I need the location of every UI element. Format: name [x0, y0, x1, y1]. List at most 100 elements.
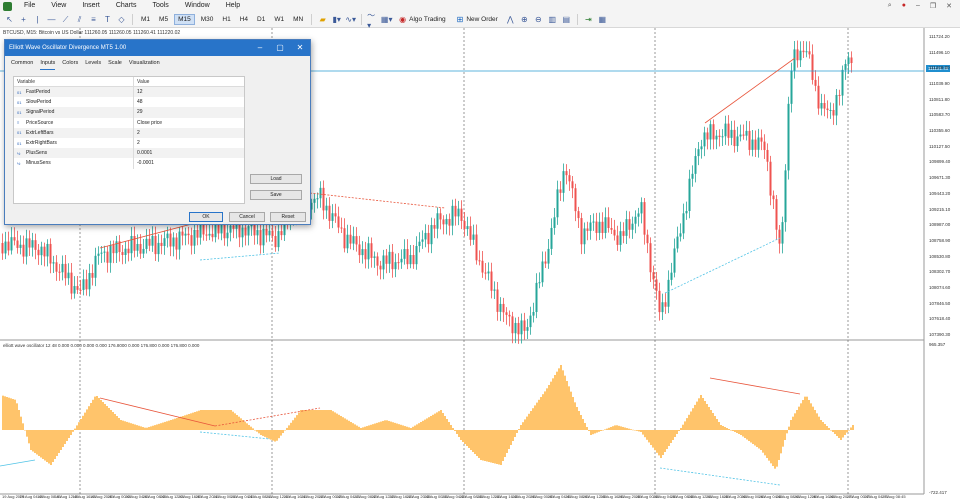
oscillator-bar — [758, 430, 760, 449]
timeframe-w1[interactable]: W1 — [274, 16, 285, 23]
cancel-button[interactable]: Cancel — [229, 212, 265, 222]
text-tool-icon[interactable]: T — [105, 15, 110, 24]
oscillator-bar — [88, 406, 90, 430]
chart-shift-icon[interactable]: ⋀ — [507, 15, 514, 24]
dialog-close-icon[interactable]: ✕ — [296, 43, 304, 52]
candle-body — [787, 103, 790, 171]
input-row[interactable]: 01 SignalPeriod 29 — [14, 107, 244, 118]
ok-button[interactable]: OK — [189, 212, 223, 222]
oscillator-bar — [186, 414, 188, 430]
oscillator-bar — [710, 410, 712, 430]
timeframe-m1[interactable]: M1 — [141, 16, 151, 23]
timeframe-m30[interactable]: M30 — [200, 16, 214, 23]
menu-window[interactable]: Window — [184, 2, 210, 9]
autoscroll-icon[interactable]: ▤ — [562, 15, 571, 24]
timeframe-h1[interactable]: H1 — [222, 16, 231, 23]
oscillator-bar — [804, 396, 806, 430]
candle-body — [319, 187, 322, 199]
input-value-cell[interactable]: 29 — [137, 109, 143, 116]
fibonacci-icon[interactable]: ≡ — [91, 15, 96, 24]
template-icon[interactable]: ▦▾ — [380, 15, 393, 24]
tab-inputs[interactable]: Inputs — [40, 60, 56, 70]
zoom-in-icon[interactable]: ⊕ — [520, 15, 528, 24]
input-row[interactable]: 01 ExtrRightBars 2 — [14, 137, 244, 149]
timeframe-h4[interactable]: H4 — [239, 16, 248, 23]
load-button[interactable]: Load — [250, 174, 302, 184]
line-style-icon[interactable]: 〜▾ — [367, 10, 376, 30]
input-value-cell[interactable]: -0.0001 — [137, 160, 154, 167]
search-icon[interactable]: ⌕ — [887, 2, 892, 9]
zoom-out-icon[interactable]: ⊖ — [534, 15, 542, 24]
candle-body — [391, 251, 394, 270]
oscillator-bar — [102, 402, 104, 430]
candle-body — [631, 223, 634, 230]
input-value-cell[interactable]: 2 — [137, 140, 140, 147]
time-axis-label: 24 Aug 20:45 — [618, 494, 642, 499]
input-row[interactable]: 01 SlowPeriod 48 — [14, 97, 244, 108]
shapes-icon[interactable]: ◇ — [118, 15, 125, 24]
oscillator-bar — [16, 403, 18, 430]
crosshair-icon[interactable]: + — [21, 15, 26, 24]
menu-help[interactable]: Help — [225, 2, 241, 9]
input-row[interactable]: ≡ PriceSource Close price — [14, 117, 244, 128]
chart-type-icon[interactable]: ▮▾ — [332, 15, 341, 24]
input-row[interactable]: 01 ExtrLeftBars 2 — [14, 127, 244, 138]
reset-button[interactable]: Reset — [270, 212, 306, 222]
candle-body — [538, 282, 541, 284]
indicator-axis-top: 965.357 — [929, 342, 946, 347]
candle-body — [808, 51, 811, 55]
folder-icon[interactable]: ▰ — [319, 15, 326, 24]
oscillator-bar — [780, 430, 782, 454]
candle-body — [796, 49, 799, 61]
oscillator-bar — [504, 430, 506, 457]
input-value-cell[interactable]: Close price — [137, 119, 163, 126]
dialog-titlebar[interactable]: Elliott Wave Oscillator Divergence MT5 1… — [5, 40, 310, 56]
channel-icon[interactable]: ⫽ — [77, 14, 82, 24]
menu-view[interactable]: View — [51, 2, 67, 9]
dialog-maximize-icon[interactable]: ▢ — [276, 43, 284, 52]
time-axis-label: 22 Aug 00:45 — [318, 494, 343, 499]
minimize-icon[interactable]: – — [915, 2, 920, 9]
timeframe-mn[interactable]: MN — [293, 16, 304, 23]
cursor-icon[interactable]: ↖ — [6, 15, 13, 24]
oscillator-bar — [160, 423, 162, 430]
input-value-cell[interactable]: 48 — [137, 99, 143, 106]
oscillator-bar — [612, 426, 614, 430]
save-button[interactable]: Save — [250, 190, 302, 200]
input-row[interactable]: ½ PlusSens 0.0001 — [14, 148, 244, 159]
menu-charts[interactable]: Charts — [115, 2, 137, 9]
algo-trading-button[interactable]: ◉ Algo Trading — [395, 14, 449, 25]
input-value-cell[interactable]: 12 — [137, 89, 143, 96]
vertical-line-icon[interactable]: | — [36, 15, 39, 24]
tab-common[interactable]: Common — [11, 60, 34, 66]
restore-icon[interactable]: ❐ — [929, 3, 937, 10]
menu-insert[interactable]: Insert — [82, 2, 100, 9]
horizontal-line-icon[interactable]: — — [47, 15, 56, 24]
input-row[interactable]: 01 FastPeriod 12 — [14, 87, 244, 98]
timeframe-m15[interactable]: M15 — [174, 14, 195, 25]
grid-icon[interactable]: ▦ — [598, 15, 607, 24]
new-order-button[interactable]: ⊞ New Order — [453, 14, 502, 25]
period-separator-icon[interactable]: ⇥ — [584, 15, 592, 24]
menu-tools[interactable]: Tools — [152, 2, 169, 9]
indicators-icon[interactable]: ∿▾ — [345, 15, 357, 24]
timeframe-m5[interactable]: M5 — [159, 16, 169, 23]
dialog-minimize-icon[interactable]: – — [257, 43, 263, 52]
oscillator-bar — [390, 421, 392, 430]
close-icon[interactable]: ✕ — [946, 3, 952, 10]
trendline-icon[interactable]: ⟋ — [62, 14, 69, 24]
input-value-cell[interactable]: 2 — [137, 129, 140, 136]
oscillator-bar — [488, 430, 490, 462]
tab-levels[interactable]: Levels — [85, 60, 102, 66]
notifications-icon[interactable]: ● — [901, 2, 906, 9]
tile-windows-icon[interactable]: ▥ — [548, 15, 557, 24]
tab-scale[interactable]: Scale — [108, 60, 122, 66]
input-variable-cell: ≡ PriceSource — [14, 117, 134, 128]
oscillator-bar — [622, 426, 624, 430]
input-value-cell[interactable]: 0.0001 — [137, 150, 153, 157]
menu-file[interactable]: File — [24, 2, 36, 9]
tab-colors[interactable]: Colors — [62, 60, 79, 66]
input-row[interactable]: ½ MinusSens -0.0001 — [14, 158, 244, 169]
timeframe-d1[interactable]: D1 — [257, 16, 266, 23]
tab-visualization[interactable]: Visualization — [128, 60, 160, 66]
